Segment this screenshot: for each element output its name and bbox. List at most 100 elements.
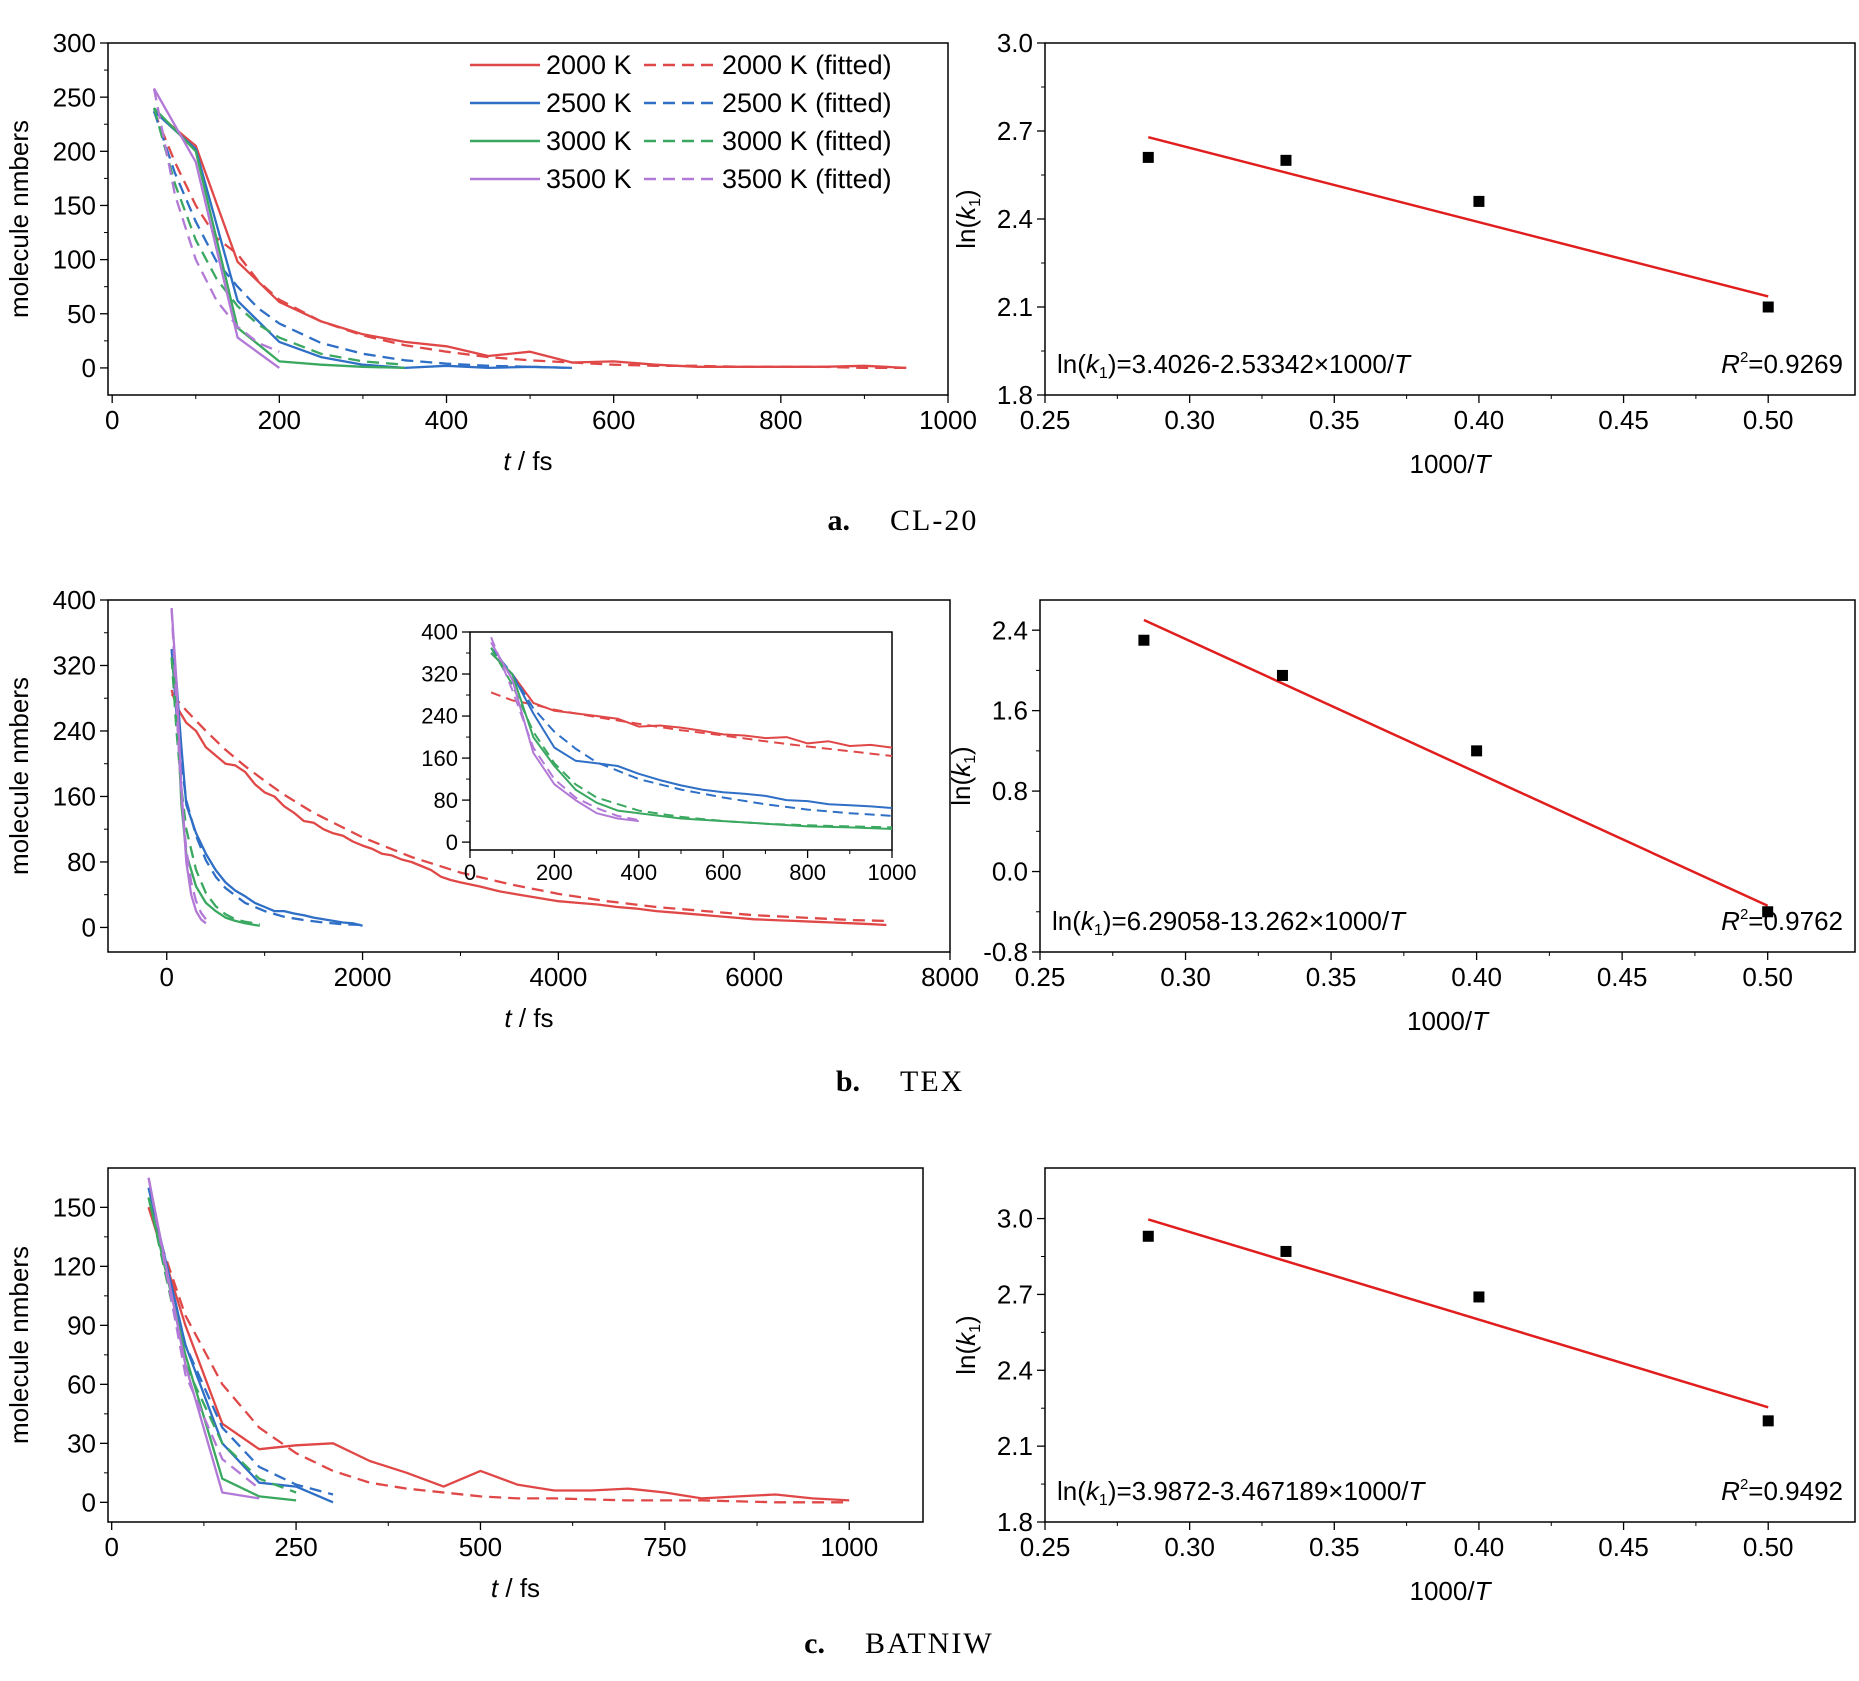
regression-equation: ln(k1)=6.29058-13.262×1000/T bbox=[1052, 906, 1407, 939]
legend-label: 2000 K (fitted) bbox=[722, 50, 892, 80]
fitted-series-line bbox=[170, 649, 363, 927]
x-tick-label: 0.45 bbox=[1598, 1532, 1649, 1562]
y-tick-label: 250 bbox=[53, 82, 96, 112]
x-tick-label: 0.50 bbox=[1743, 405, 1794, 435]
r2-value: =0.9492 bbox=[1748, 1476, 1843, 1506]
series-line bbox=[147, 1187, 334, 1504]
x-axis-title: 1000/T bbox=[1410, 449, 1493, 479]
fit-line bbox=[1143, 618, 1769, 907]
legend-label: 2000 K bbox=[546, 50, 632, 80]
eq-italic: T bbox=[1394, 349, 1412, 379]
y-tick-label: 2.1 bbox=[997, 1431, 1033, 1461]
series-line bbox=[170, 689, 887, 927]
data-point bbox=[1276, 669, 1288, 681]
y-tick-label: 240 bbox=[53, 716, 96, 746]
fit-line bbox=[1147, 136, 1769, 298]
r2-superscript: 2 bbox=[1740, 906, 1748, 923]
x-tick-label: 800 bbox=[789, 860, 826, 885]
y-tick-label: 320 bbox=[53, 651, 96, 681]
x-axis-title-part: 1000/ bbox=[1407, 1006, 1473, 1036]
series-line bbox=[170, 648, 363, 927]
plot-frame bbox=[107, 599, 951, 953]
caption-letter: b. bbox=[836, 1065, 860, 1098]
fitted-series-line bbox=[170, 608, 207, 920]
x-tick-label: 0.50 bbox=[1743, 1532, 1794, 1562]
x-axis-title-rest: / fs bbox=[511, 446, 553, 476]
fitted-series-line bbox=[147, 1187, 334, 1496]
data-point bbox=[1138, 634, 1150, 646]
r-squared-label: R2=0.9492 bbox=[1721, 1476, 1843, 1506]
plot-frame bbox=[107, 42, 949, 396]
series-line bbox=[490, 652, 893, 809]
y-title-part: ) bbox=[951, 189, 981, 198]
legend-label: 3500 K bbox=[546, 164, 632, 194]
series-line bbox=[153, 87, 280, 369]
y-tick-label: 1.8 bbox=[997, 380, 1033, 410]
chart-a-left: 0 200 400 600 800 1000 0 50 100 150 200 250 300 t / f… bbox=[4, 28, 977, 476]
eq-italic: T bbox=[1389, 906, 1407, 936]
x-tick-label: 500 bbox=[459, 1532, 502, 1562]
y-tick-label: 1.8 bbox=[997, 1507, 1033, 1537]
x-tick-label: 0.50 bbox=[1742, 962, 1793, 992]
y-tick-label: 300 bbox=[53, 28, 96, 58]
y-tick-label: 0.8 bbox=[992, 776, 1028, 806]
x-axis-title: 1000/T bbox=[1410, 1576, 1493, 1606]
x-tick-label: 0.30 bbox=[1160, 962, 1211, 992]
fit-line bbox=[1147, 1218, 1769, 1409]
y-tick-label: 240 bbox=[421, 704, 458, 729]
eq-part: ln( bbox=[1057, 1476, 1086, 1506]
y-title-subscript: 1 bbox=[967, 1324, 984, 1333]
x-tick-label: 0.45 bbox=[1597, 962, 1648, 992]
y-title-part: ln( bbox=[946, 777, 976, 806]
x-tick-label: 0.35 bbox=[1309, 405, 1360, 435]
r2-value: =0.9762 bbox=[1748, 906, 1843, 936]
x-tick-label: 0.45 bbox=[1598, 405, 1649, 435]
y-tick-label: 120 bbox=[53, 1251, 96, 1281]
legend-label: 3000 K (fitted) bbox=[722, 126, 892, 156]
data-point bbox=[1142, 1230, 1154, 1242]
data-point bbox=[1142, 151, 1154, 163]
eq-subscript: 1 bbox=[1099, 365, 1108, 382]
eq-part: )=3.9872-3.467189×1000/ bbox=[1108, 1476, 1409, 1506]
y-tick-label: 2.7 bbox=[997, 1280, 1033, 1310]
x-tick-label: 800 bbox=[759, 405, 802, 435]
data-point bbox=[1280, 1245, 1292, 1257]
x-tick-label: 400 bbox=[620, 860, 657, 885]
y-tick-label: 320 bbox=[421, 662, 458, 687]
x-axis-title-part: 1000/ bbox=[1410, 449, 1476, 479]
y-tick-label: -0.8 bbox=[983, 937, 1028, 967]
y-title-italic: k bbox=[946, 762, 976, 777]
series-line bbox=[490, 652, 893, 749]
legend-label: 2500 K bbox=[546, 88, 632, 118]
x-tick-label: 4000 bbox=[529, 962, 587, 992]
plot-frame bbox=[1044, 42, 1856, 396]
chart-c-right: 0.25 0.30 0.35 0.40 0.45 0.50 1.8 2.1 2.4 2.7 3.0 1… bbox=[951, 1167, 1856, 1606]
plot-frame bbox=[1044, 1167, 1856, 1523]
data-point bbox=[1471, 745, 1483, 757]
y-tick-label: 2.4 bbox=[997, 204, 1033, 234]
y-tick-label: 150 bbox=[53, 1192, 96, 1222]
y-tick-label: 1.6 bbox=[992, 696, 1028, 726]
x-tick-label: 600 bbox=[592, 405, 635, 435]
series-line bbox=[147, 1197, 297, 1502]
legend: 2000 K 2000 K (fitted) 2500 K 2500 K (fitte… bbox=[470, 50, 892, 194]
y-tick-label: 160 bbox=[53, 782, 96, 812]
y-tick-label: 160 bbox=[421, 746, 458, 771]
x-axis-title: 1000/T bbox=[1407, 1006, 1490, 1036]
r2-value: =0.9269 bbox=[1748, 349, 1843, 379]
x-axis-title: t / fs bbox=[503, 446, 552, 476]
x-tick-label: 0.25 bbox=[1020, 1532, 1071, 1562]
x-tick-label: 200 bbox=[258, 405, 301, 435]
legend-label: 3000 K bbox=[546, 126, 632, 156]
eq-part: )=6.29058-13.262×1000/ bbox=[1103, 906, 1390, 936]
y-tick-label: 0 bbox=[446, 830, 458, 855]
data-point bbox=[1762, 906, 1774, 918]
x-tick-label: 0 bbox=[464, 860, 476, 885]
x-tick-label: 0 bbox=[160, 962, 174, 992]
y-tick-label: 2.1 bbox=[997, 292, 1033, 322]
x-axis-title: t / fs bbox=[504, 1003, 553, 1033]
r2-superscript: 2 bbox=[1740, 349, 1748, 366]
data-point bbox=[1762, 301, 1774, 313]
series-line bbox=[490, 642, 639, 823]
y-tick-label: 60 bbox=[67, 1369, 96, 1399]
